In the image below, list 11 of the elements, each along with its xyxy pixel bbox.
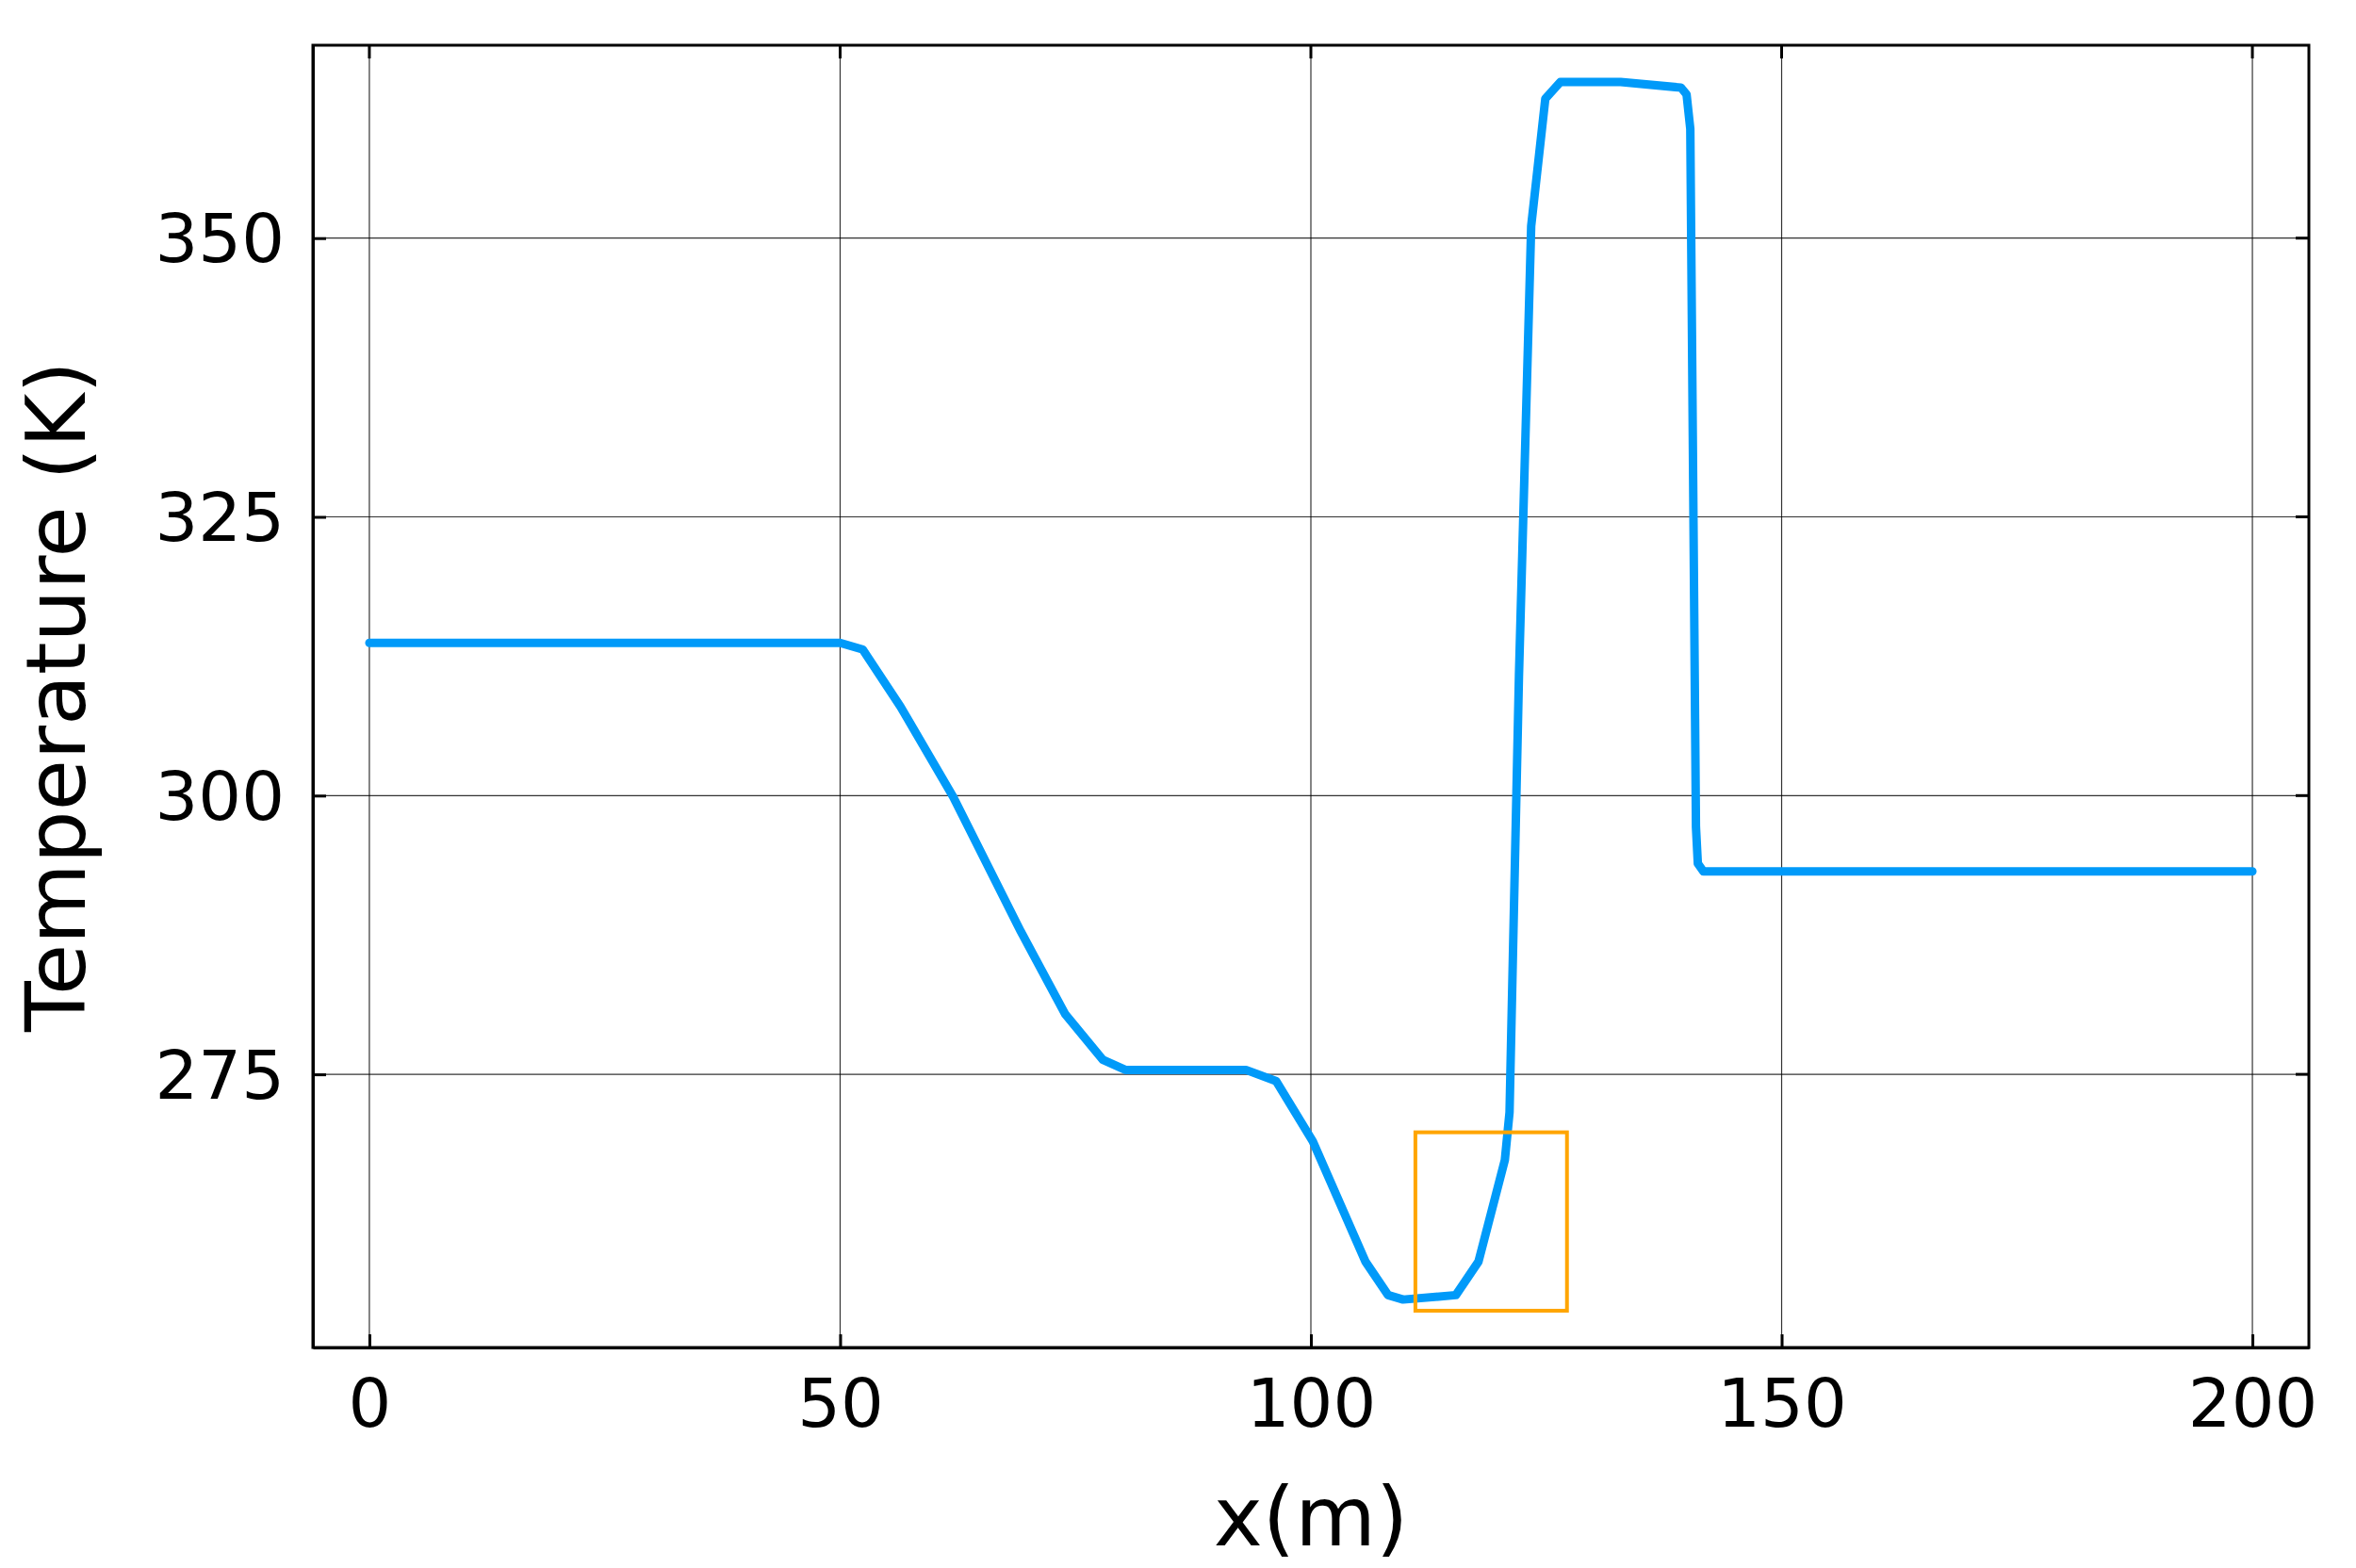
x-tick-label: 100: [1246, 1364, 1377, 1443]
x-tick-label: 200: [2187, 1364, 2318, 1443]
y-tick-label: 350: [155, 199, 285, 279]
y-tick-label: 275: [155, 1035, 285, 1115]
x-tick-label: 50: [797, 1364, 884, 1443]
x-axis-title: x(m): [1213, 1468, 1409, 1565]
y-tick-label: 300: [155, 757, 285, 837]
x-tick-label: 0: [348, 1364, 392, 1443]
x-tick-label: 150: [1717, 1364, 1847, 1443]
y-tick-label: 325: [155, 478, 285, 558]
y-axis-title: Temperature (K): [8, 361, 105, 1033]
